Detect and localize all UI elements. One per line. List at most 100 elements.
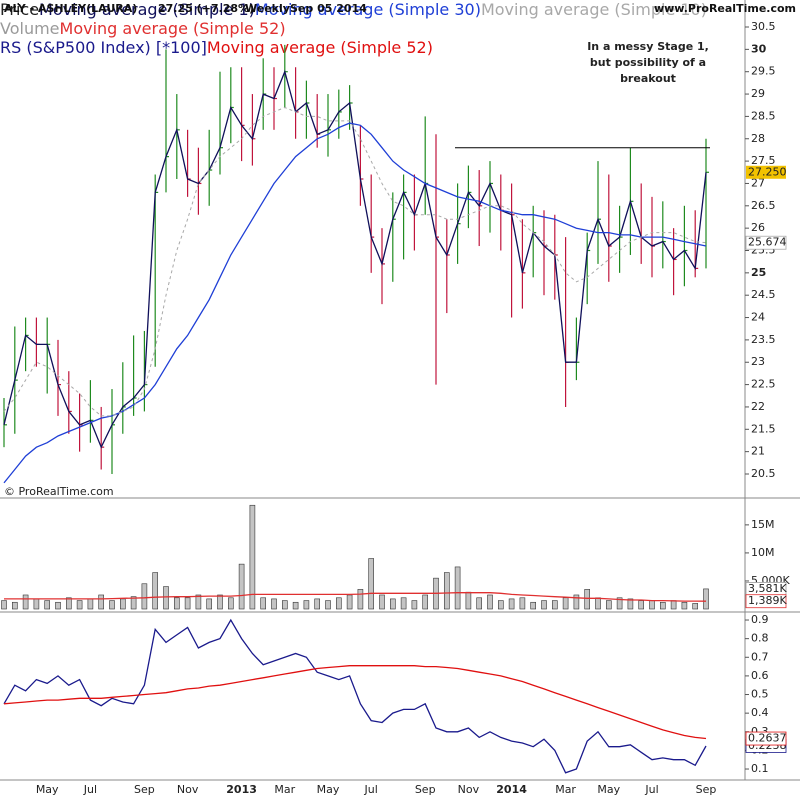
volume-bar [314, 598, 321, 610]
volume-bar [152, 572, 158, 610]
y-tick-label: 20.5 [751, 467, 776, 480]
volume-bar [271, 598, 277, 610]
volume-bar [487, 594, 493, 610]
y-tick-label: 27 [751, 176, 765, 189]
volume-bar [184, 597, 191, 610]
y-tick-label: 21 [751, 445, 765, 458]
y-tick-label: 30.5 [751, 20, 776, 33]
volume-bar [573, 594, 580, 610]
volume-bar [66, 597, 72, 610]
y-tick-label: 30 [751, 42, 767, 55]
volume-bar [605, 600, 612, 610]
x-tick-label: Nov [458, 783, 480, 796]
volume-bar [335, 597, 342, 610]
volume-bar [519, 597, 526, 610]
y-tick-label: 0.8 [751, 632, 769, 645]
y-tick-label: 27.5 [751, 154, 776, 167]
y-tick-label: 0.7 [751, 650, 769, 663]
y-tick-label: 15M [751, 518, 775, 531]
legend-entry: Price [0, 0, 40, 19]
legend-entry: Moving average (Simple 52) [59, 19, 286, 38]
legend: PriceMoving average (Simple 1)Moving ave… [0, 0, 800, 19]
last-value-label: 1,389K [748, 594, 787, 607]
y-tick-label: 26 [751, 221, 765, 234]
y-tick-label: 24.5 [751, 288, 776, 301]
volume-bar [562, 597, 569, 610]
symbol: ALY - ASHLEY(LAURA) [4, 2, 138, 15]
x-tick-label: Sep [415, 783, 436, 796]
volume-bar [422, 594, 429, 610]
volume-bar [109, 600, 115, 610]
x-tick-label: Mar [555, 783, 576, 796]
last-value-label: 0.2637 [748, 732, 787, 745]
x-tick-label: 2014 [496, 783, 527, 796]
volume-bar [217, 594, 223, 610]
y-tick-label: 25 [751, 266, 766, 279]
last-value-box [745, 235, 787, 250]
volume-bar [476, 597, 483, 610]
annotation: but possibility of a [590, 56, 706, 69]
volume-bar [141, 583, 148, 610]
annotation: breakout [620, 72, 676, 85]
x-tick-label: Sep [696, 783, 717, 796]
volume-bar [174, 597, 180, 610]
volume-bar [206, 598, 212, 610]
x-tick-label: May [36, 783, 59, 796]
volume-bar [33, 598, 40, 610]
volume-bar [638, 600, 645, 610]
volume-bar [228, 597, 234, 610]
volume-bar [681, 601, 688, 610]
volume-bar [465, 591, 472, 610]
x-tick-label: May [317, 783, 340, 796]
volume-bar [55, 601, 61, 610]
volume-bar [595, 597, 601, 610]
volume-bar [120, 598, 126, 610]
volume-bar [98, 594, 104, 610]
volume-bar [584, 589, 591, 610]
x-tick-label: 2013 [226, 783, 257, 796]
volume-bar [627, 598, 634, 610]
volume-bar [411, 600, 418, 610]
last-value-box [745, 594, 787, 609]
y-tick-label: 0.4 [751, 706, 769, 719]
last-value-label: 27.250 [748, 165, 787, 178]
x-tick-label: May [597, 783, 620, 796]
last-value-box [745, 731, 787, 746]
header: ALY - ASHLEY(LAURA) 27.25 (+7.28%) Weekl… [0, 0, 800, 16]
volume-bar [703, 588, 709, 610]
legend: RS (S&P500 Index) [*100]Moving average (… [0, 38, 800, 57]
y-tick-label: 10M [751, 546, 775, 559]
volume-bar [163, 586, 169, 610]
volume-bar [692, 603, 699, 610]
volume-bar [195, 594, 202, 610]
legend-entry: Moving average (Simple 30) [254, 0, 481, 19]
volume-bar [12, 601, 18, 610]
volume-bar [1, 600, 7, 610]
y-tick-label: 23.5 [751, 333, 776, 346]
last-value-label: 3,581K [748, 582, 787, 595]
volume-bar [76, 600, 83, 610]
last-value-box [746, 165, 786, 179]
legend-entry: Moving average (Simple 52) [206, 38, 433, 57]
volume-bar [400, 597, 407, 610]
y-tick-label: 0.9 [751, 613, 769, 626]
volume-bar [497, 600, 504, 610]
series-line [3, 665, 707, 740]
series-line [3, 106, 707, 417]
volume-bar [357, 589, 364, 610]
annotation: In a messy Stage 1, [587, 40, 709, 53]
legend-entry: Moving average (Simple 1) [39, 0, 255, 19]
site: www.ProRealTime.com [653, 2, 796, 15]
y-tick-label: 21.5 [751, 422, 776, 435]
volume-bar [87, 598, 94, 610]
y-tick-label: 0.1 [751, 762, 769, 775]
volume-bar [303, 600, 310, 610]
legend-entry: Volume [0, 19, 60, 38]
volume-bar [616, 597, 623, 610]
series-line [3, 618, 707, 774]
period: Weekly [245, 2, 290, 15]
x-tick-label: Jul [644, 783, 658, 796]
volume-bar [238, 563, 245, 610]
volume-bar [454, 566, 461, 610]
